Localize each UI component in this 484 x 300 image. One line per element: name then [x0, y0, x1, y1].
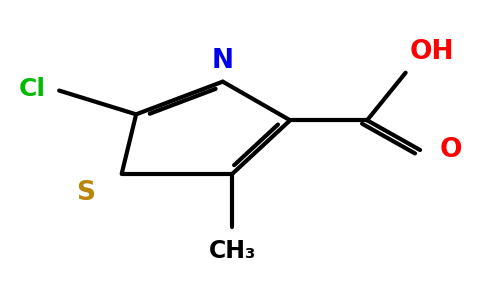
Text: Cl: Cl — [19, 77, 46, 101]
Text: CH₃: CH₃ — [209, 239, 256, 263]
Text: S: S — [76, 180, 95, 206]
Text: N: N — [212, 48, 234, 74]
Text: O: O — [440, 137, 463, 163]
Text: OH: OH — [410, 39, 454, 65]
